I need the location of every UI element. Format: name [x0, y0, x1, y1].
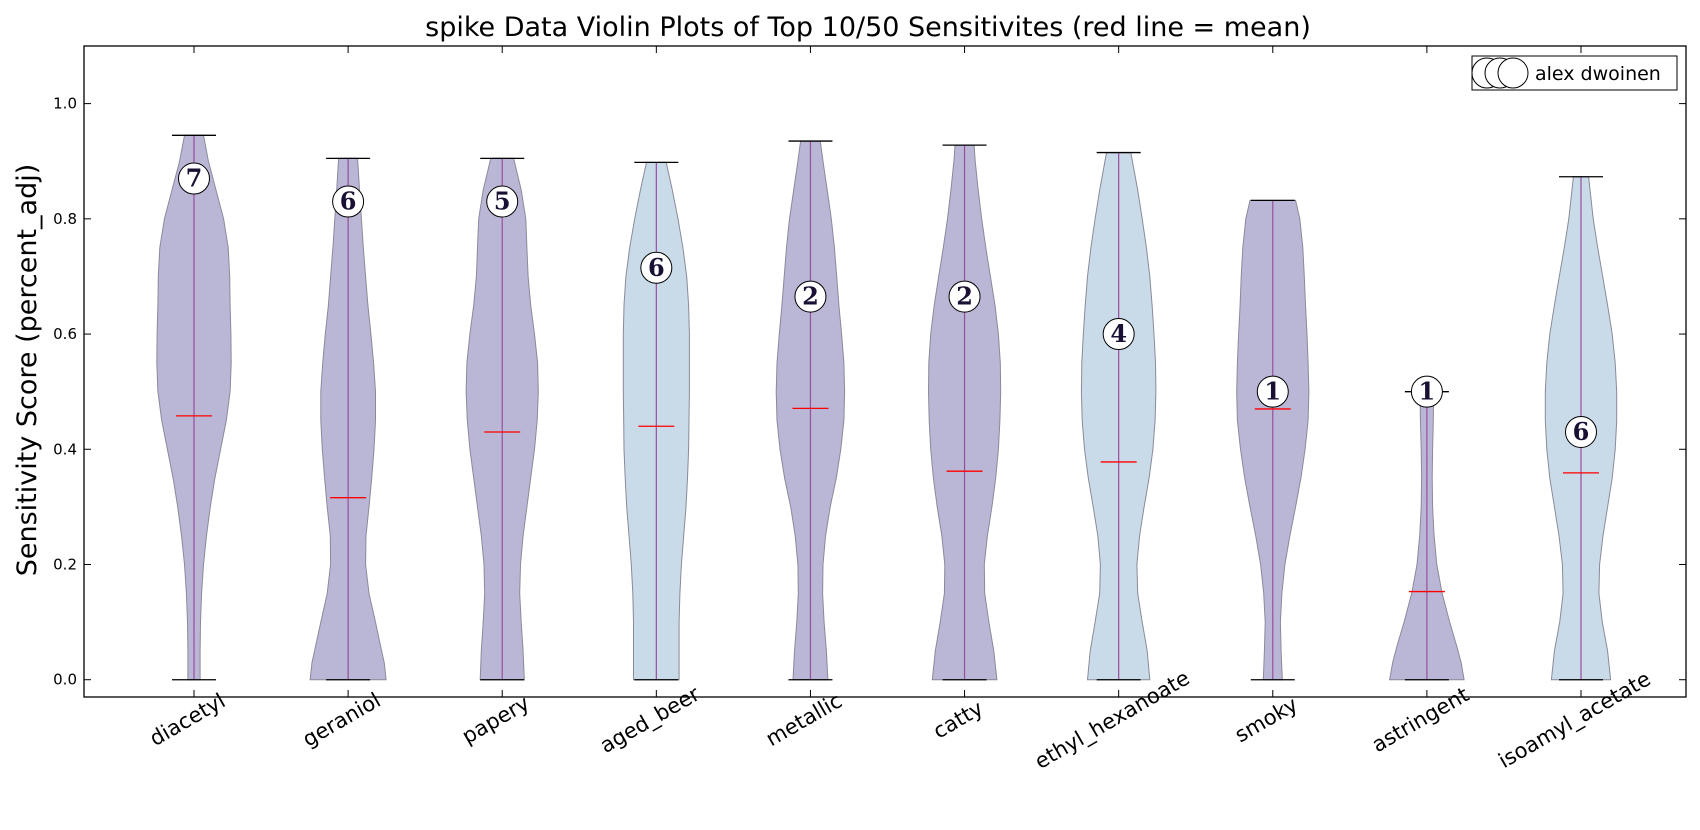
legend: alex dwoinen: [1471, 55, 1678, 91]
count-label: 2: [802, 282, 819, 311]
x-tick-label: astringent: [1368, 682, 1473, 757]
count-label: 6: [340, 187, 357, 216]
count-marker: [794, 280, 827, 313]
count-label: 5: [494, 187, 511, 216]
y-tick-label: 0.2: [53, 555, 77, 573]
y-tick-label: 1.0: [53, 95, 77, 113]
count-marker: [486, 185, 519, 218]
legend-marker-circle: [1497, 57, 1529, 89]
count-marker: [948, 280, 981, 313]
count-marker: [1565, 415, 1597, 448]
count-label: 2: [956, 282, 973, 311]
count-label: 6: [648, 253, 665, 282]
count-label: 7: [186, 164, 203, 193]
count-marker: [1410, 375, 1443, 408]
x-tick-label: papery: [458, 691, 534, 749]
violins-layer: 7 6 5 6 2 2 4 1 1 6: [156, 134, 1618, 681]
x-tick-label: ethyl_hexanoate: [1031, 666, 1195, 775]
x-tick-label: catty: [929, 696, 987, 743]
y-tick-label: 0.6: [53, 325, 77, 343]
y-tick-label: 0.0: [53, 671, 77, 689]
count-marker: [332, 185, 365, 218]
y-axis-label: Sensitivity Score (percent_adj): [12, 164, 43, 577]
x-tick-label: diacetyl: [146, 689, 230, 751]
x-tick-label: aged_beer: [596, 681, 705, 758]
plot-frame: [83, 45, 1687, 698]
legend-label: alex dwoinen: [1535, 63, 1661, 85]
x-tick-label: smoky: [1231, 692, 1302, 747]
count-label: 6: [1573, 417, 1590, 446]
count-label: 1: [1419, 377, 1436, 406]
count-marker: [1102, 318, 1135, 351]
count-marker: [178, 162, 210, 195]
count-marker: [1256, 375, 1289, 408]
x-tick-label: isoamyl_acetate: [1494, 667, 1655, 774]
chart-title: spike Data Violin Plots of Top 10/50 Sen…: [425, 12, 1311, 43]
x-tick-label: metallic: [762, 688, 846, 751]
count-marker: [640, 251, 673, 284]
count-label: 1: [1264, 377, 1281, 406]
y-tick-label: 0.4: [53, 440, 77, 458]
count-label: 4: [1110, 319, 1127, 348]
y-tick-label: 0.8: [53, 210, 77, 228]
